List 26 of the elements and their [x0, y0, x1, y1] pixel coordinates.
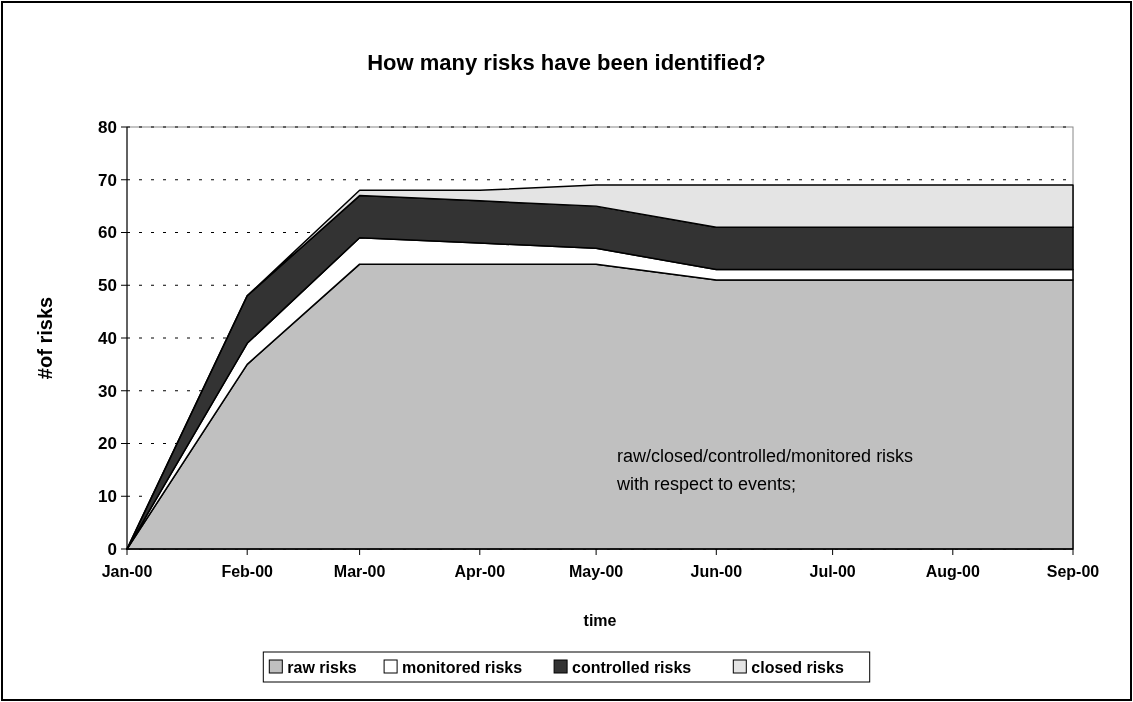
x-tick-label: Sep-00	[1046, 563, 1100, 580]
x-axis-title: time	[583, 612, 617, 629]
y-axis-title: #of risks	[34, 296, 56, 380]
x-tick-label: Jun-00	[690, 563, 743, 580]
chart-title: How many risks have been identified?	[367, 50, 766, 75]
y-tick-label: 30	[98, 381, 117, 401]
y-tick-label: 50	[98, 276, 117, 296]
x-tick-label: Feb-00	[221, 563, 274, 580]
legend-label: closed risks	[751, 659, 844, 676]
x-tick-label: May-00	[569, 563, 624, 580]
y-tick-label: 0	[107, 539, 117, 559]
x-tick-label: Aug-00	[925, 563, 981, 580]
y-tick-label: 60	[98, 223, 117, 243]
y-tick-label: 40	[98, 328, 117, 348]
y-tick-label: 80	[98, 117, 117, 137]
legend-label: monitored risks	[402, 659, 523, 676]
annotation: raw/closed/controlled/monitored risks with respect to events;	[616, 446, 914, 494]
x-tick-label: Apr-00	[454, 563, 506, 580]
y-tick-label: 70	[98, 170, 117, 190]
y-tick-label: 10	[98, 487, 117, 507]
legend-label: controlled risks	[572, 659, 692, 676]
x-tick-label: Jan-00	[101, 563, 153, 580]
y-tick-label: 20	[98, 434, 117, 454]
x-tick-label: Jul-00	[809, 563, 856, 580]
legend-label: raw risks	[287, 659, 357, 676]
x-tick-label: Mar-00	[333, 563, 386, 580]
